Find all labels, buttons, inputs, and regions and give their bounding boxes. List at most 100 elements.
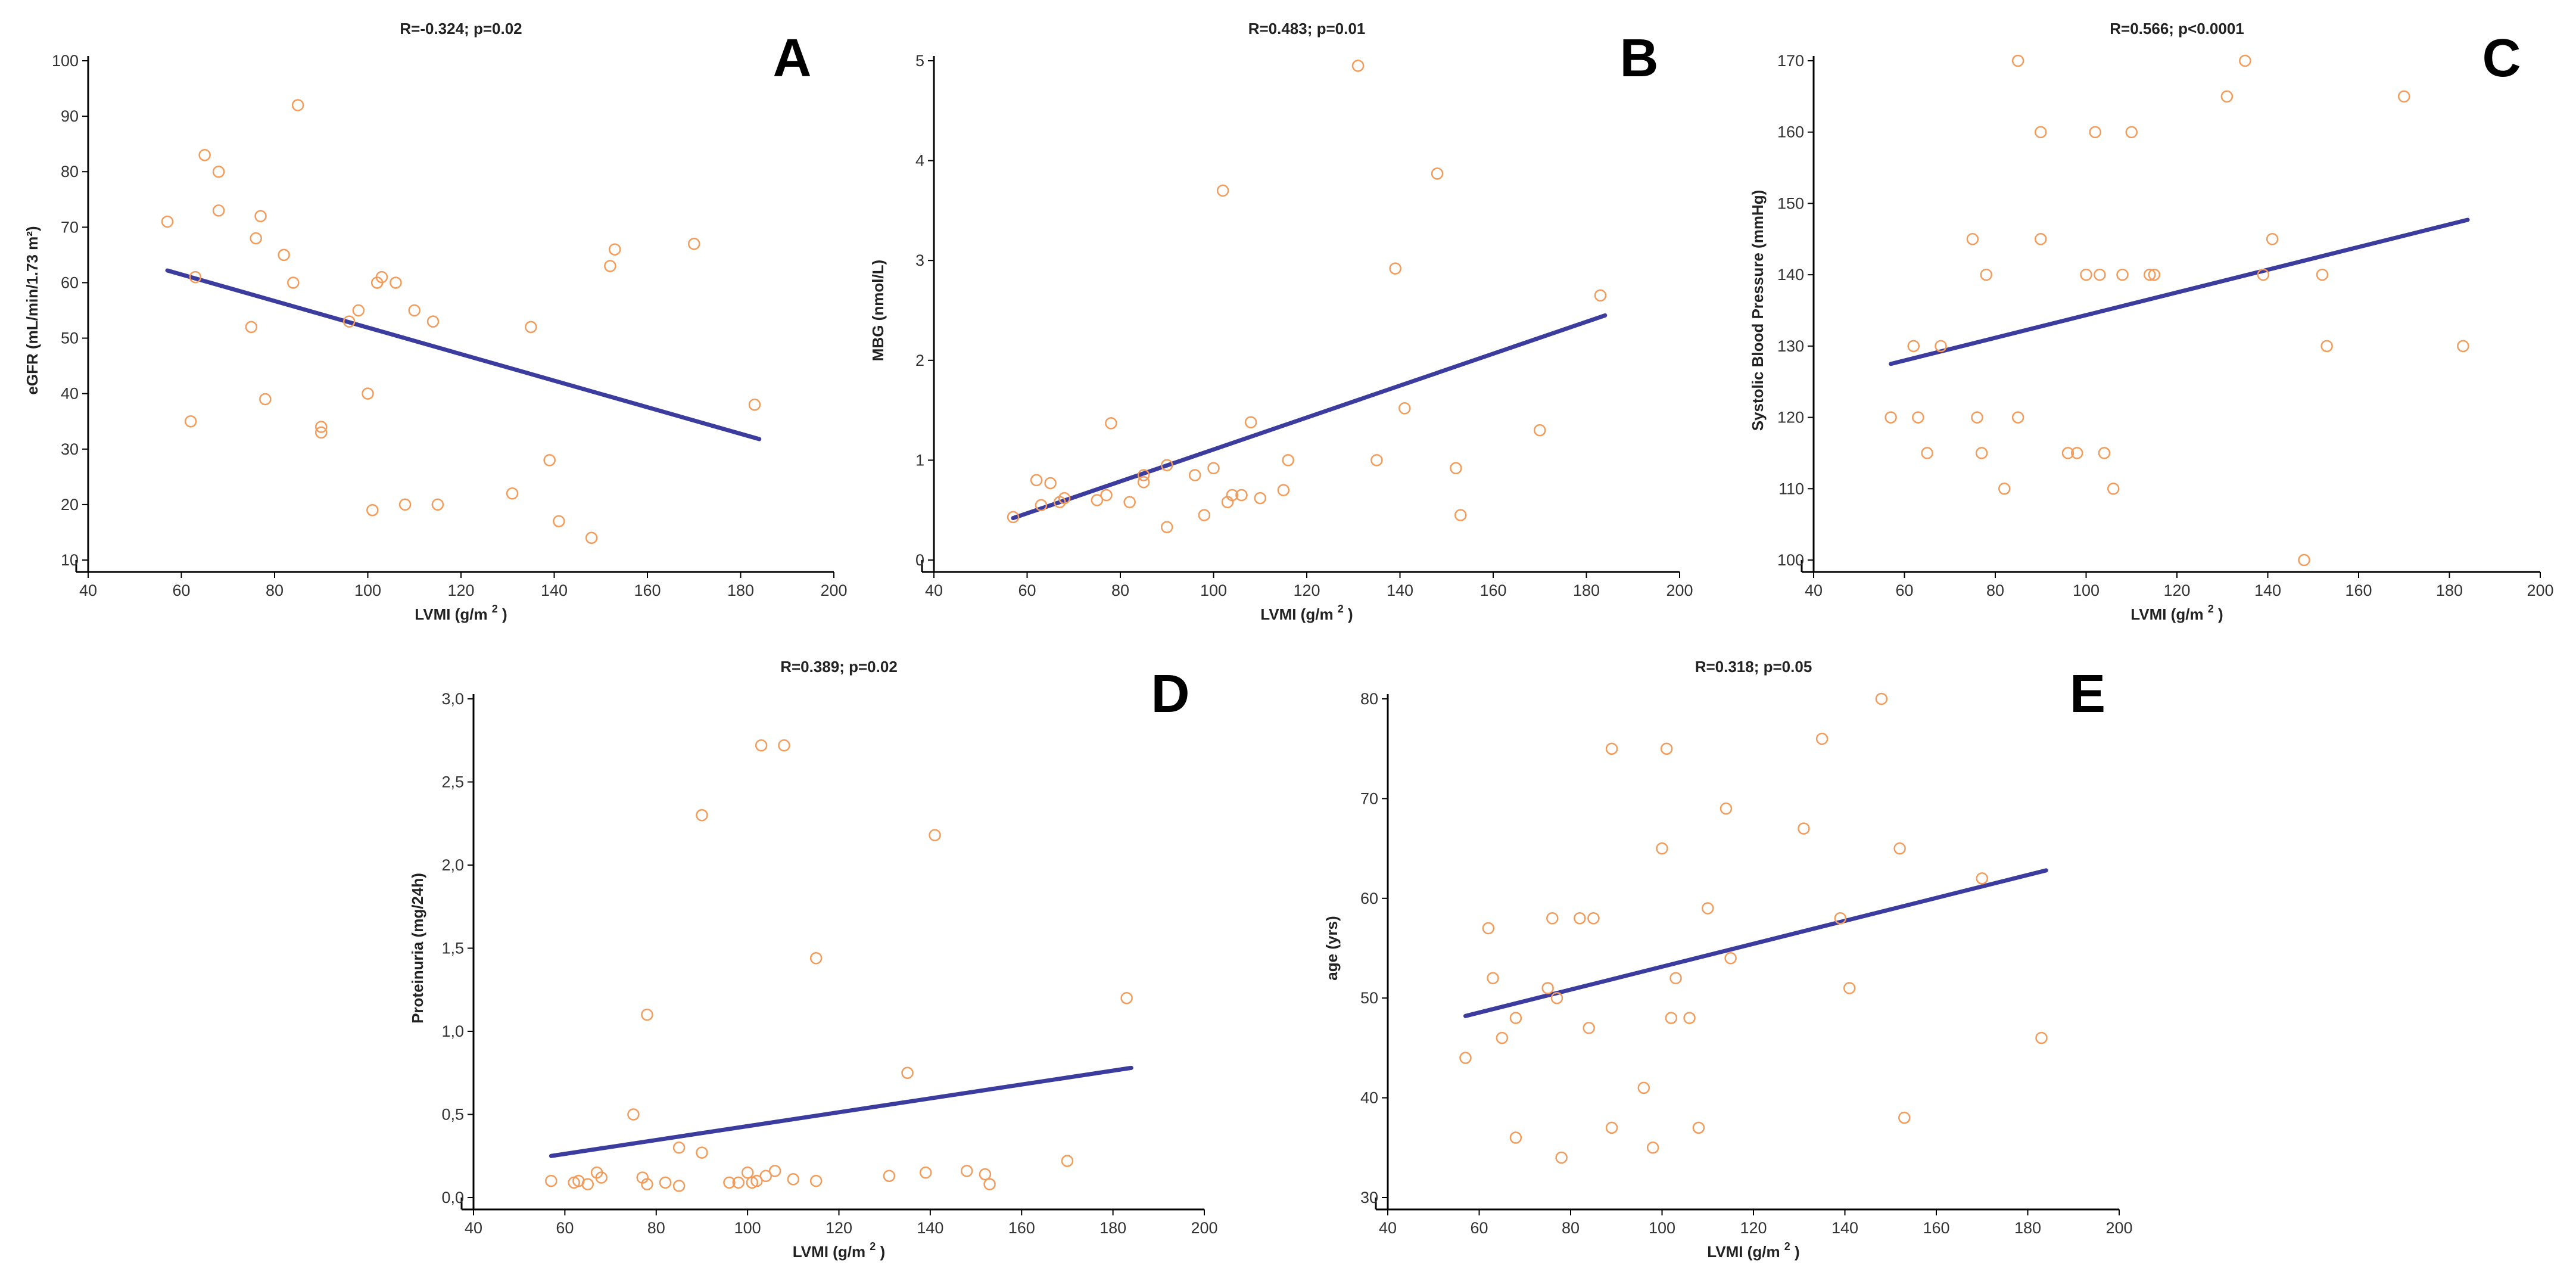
panel-letter: C xyxy=(2482,29,2521,88)
scatter-point xyxy=(1669,972,1682,984)
scatter-point xyxy=(1646,1142,1659,1154)
scatter-point xyxy=(1454,509,1467,521)
y-tick-label: 10 xyxy=(61,551,79,569)
x-tick-label: 40 xyxy=(1805,581,1823,599)
panel-d: R=0.389; p=0.02 D 0,0 0,5 1,0 1,5 2,0 2,5 3,0 40 6… xyxy=(409,658,1218,1261)
panel-letter: A xyxy=(773,29,812,88)
y-tick-label: 120 xyxy=(1777,409,1804,427)
scatter-point xyxy=(2257,268,2270,281)
scatter-point xyxy=(1541,982,1554,994)
x-tick-label: 140 xyxy=(1831,1219,1858,1237)
x-tick-label: 160 xyxy=(1479,581,1506,599)
x-axis-label: LVMI (g/m 2 ) xyxy=(1260,603,1353,623)
scatter-point xyxy=(919,1166,932,1179)
scatter-point xyxy=(1496,1031,1509,1044)
x-axis-label-sup: 2 xyxy=(492,603,498,615)
x-tick-label: 60 xyxy=(556,1219,574,1237)
scatter-point xyxy=(604,260,616,272)
scatter-point xyxy=(1061,1155,1074,1167)
scatter-point xyxy=(759,1170,773,1182)
scatter-point xyxy=(1594,289,1607,302)
scatter-point xyxy=(809,1174,823,1187)
scatter-point xyxy=(2220,90,2234,103)
x-axis-label-main: LVMI (g/m xyxy=(793,1243,870,1261)
y-tick-label: 30 xyxy=(1360,1189,1378,1206)
scatter-point xyxy=(1450,462,1462,475)
scatter-point xyxy=(1815,732,1829,745)
scatter-point xyxy=(1921,447,1933,459)
x-axis-label-end: ) xyxy=(498,605,507,623)
scatter-point xyxy=(259,393,272,406)
scatter-point xyxy=(1587,912,1600,925)
scatter-point xyxy=(2144,268,2156,281)
scatter-point xyxy=(525,321,537,334)
y-tick-label: 130 xyxy=(1777,337,1804,355)
panel-b: R=0.483; p=0.01 B 0 1 2 3 4 5 40 60 80 100 120 140 160… xyxy=(869,20,1693,623)
y-tick-label: 1 xyxy=(915,451,924,469)
chart-title: R=0.483; p=0.01 xyxy=(1248,20,1366,38)
y-tick-label: 70 xyxy=(1360,789,1378,807)
scatter-point xyxy=(398,498,412,511)
scatter-point xyxy=(1235,489,1248,502)
chart-title: R=0.389; p=0.02 xyxy=(780,658,898,676)
y-tick-label: 40 xyxy=(61,385,79,403)
scatter-point xyxy=(1935,340,1947,353)
x-axis-label-end: ) xyxy=(1344,605,1353,623)
scatter-point xyxy=(1431,167,1444,180)
scatter-point xyxy=(672,1180,686,1192)
scatter-point xyxy=(1120,991,1133,1004)
scatter-point xyxy=(2116,268,2129,281)
scatter-point xyxy=(659,1176,672,1189)
scatter-point xyxy=(315,421,328,433)
y-tick-label: 4 xyxy=(915,152,924,170)
scatter-point xyxy=(901,1066,914,1079)
x-tick-label: 180 xyxy=(2014,1219,2041,1237)
scatter-point xyxy=(278,248,290,262)
scatter-point xyxy=(1550,991,1563,1004)
x-tick-label: 120 xyxy=(1740,1219,1767,1237)
scatter-point xyxy=(1100,489,1113,502)
x-tick-label: 60 xyxy=(1470,1219,1488,1237)
x-axis-label-sup: 2 xyxy=(1784,1240,1790,1252)
scatter-point xyxy=(1976,872,1988,885)
scatter-point xyxy=(1660,742,1673,755)
scatter-point xyxy=(960,1165,973,1177)
regression-line xyxy=(1463,868,2048,1018)
x-tick-label: 80 xyxy=(1111,581,1129,599)
scatter-point xyxy=(1459,1052,1472,1064)
x-tick-label: 100 xyxy=(1649,1219,1675,1237)
scatter-point xyxy=(2457,340,2469,353)
scatter-point xyxy=(2398,90,2410,103)
scatter-point xyxy=(2080,268,2092,281)
scatter-point xyxy=(1683,1012,1696,1024)
y-tick-label: 170 xyxy=(1777,52,1804,70)
x-axis-label-sup: 2 xyxy=(1338,603,1344,615)
x-tick-label: 140 xyxy=(2254,581,2281,599)
scatter-point xyxy=(696,809,708,822)
scatter-point xyxy=(1971,411,1983,424)
scatter-point xyxy=(1574,912,1586,925)
scatter-point xyxy=(1370,454,1383,466)
y-tick-label: 160 xyxy=(1777,123,1804,141)
y-axis-label: eGFR (mL/min/1.73 m²) xyxy=(23,226,41,394)
y-tick-label: 2 xyxy=(915,352,924,369)
y-tick-label: 80 xyxy=(1360,690,1378,708)
scatter-point xyxy=(2094,268,2106,281)
scatter-point xyxy=(1834,912,1847,925)
scatter-point xyxy=(1161,521,1173,533)
x-tick-label: 60 xyxy=(172,581,190,599)
scatter-point xyxy=(375,270,388,284)
chart-title: R=0.566; p<0.0001 xyxy=(2110,20,2244,38)
scatter-point xyxy=(506,487,519,500)
panel-letter: E xyxy=(2070,664,2105,724)
y-tick-label: 30 xyxy=(61,440,79,458)
y-axis-label: age (yrs) xyxy=(1323,916,1341,980)
regression-line xyxy=(165,268,762,441)
y-tick-label: 80 xyxy=(61,163,79,181)
x-tick-label: 100 xyxy=(1200,581,1227,599)
scatter-point xyxy=(2011,411,2024,424)
scatter-point xyxy=(768,1165,781,1177)
y-tick-label: 110 xyxy=(1778,480,1804,497)
y-tick-label: 100 xyxy=(1777,551,1804,569)
y-tick-label: 3 xyxy=(915,251,924,269)
